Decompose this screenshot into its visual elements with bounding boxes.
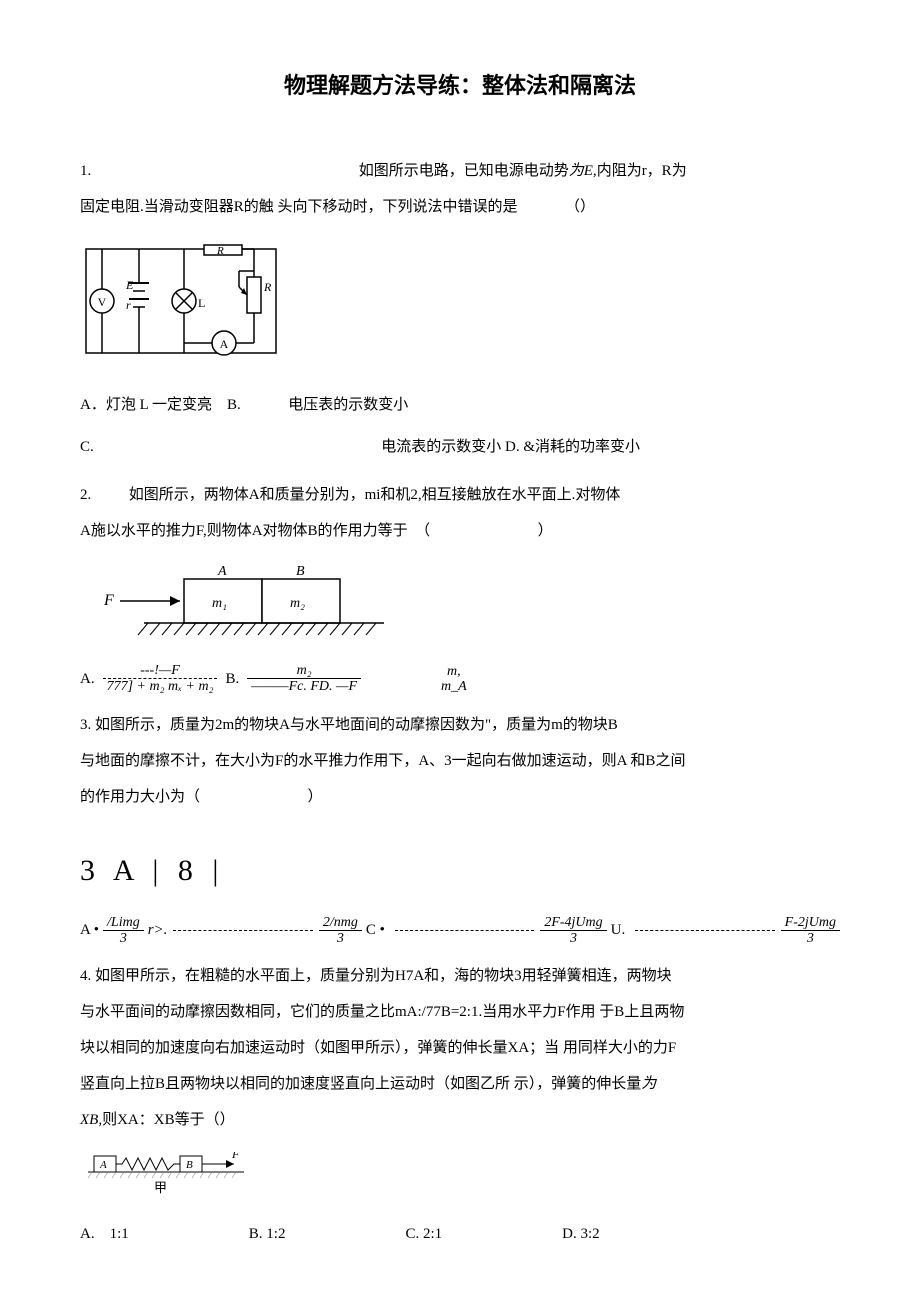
svg-text:A: A <box>220 337 229 351</box>
q3-optC-n: 2F-4jUmg <box>540 915 606 931</box>
q1-num: 1. <box>80 163 91 179</box>
q4-stem2: 与水平面间的动摩擦因数相同，它们的质量之比mA:/77B=2:1.当用水平力F作… <box>80 994 840 1030</box>
q4-optC: C. 2:1 <box>405 1216 442 1252</box>
dash-2 <box>395 930 534 931</box>
svg-text:E: E <box>125 278 134 292</box>
q3-optA-label: A • <box>80 922 99 939</box>
question-4: 4. 如图甲所示，在粗糙的水平面上，质量分别为H7A和，海的物块3用轻弹簧相连，… <box>80 958 840 994</box>
q2-optA-den: 777] + m₂ mₓ + m₂ <box>103 679 218 694</box>
q4-stem5-i: 为 <box>641 1076 656 1092</box>
svg-text:F: F <box>231 1152 240 1161</box>
q2-optC-num: m, <box>437 664 471 679</box>
q2-stem2: A施以水平的推力F,则物体A对物体B的作用力等于 （ ） <box>80 513 840 549</box>
svg-text:A: A <box>99 1159 107 1171</box>
q4-optD: D. 3:2 <box>562 1216 600 1252</box>
page-title: 物理解题方法导练：整体法和隔离法 <box>80 60 840 113</box>
q4-options: A. 1:1 B. 1:2 C. 2:1 D. 3:2 <box>80 1216 840 1252</box>
q3-optB-n: 2/nmg <box>319 915 362 931</box>
q2-options: A. ---!—F 777] + m₂ mₓ + m₂ B. m₂ ———Fc.… <box>80 663 840 695</box>
q1-line2-text: 固定电阻.当滑动变阻器R的触 头向下移动时，下列说法中错误的是 <box>80 199 518 215</box>
q3-figure-text: 3 A | 8 | <box>80 835 840 907</box>
svg-text:L: L <box>198 296 205 310</box>
dash-1 <box>173 930 312 931</box>
q3-optA-mid: r>. <box>148 922 168 939</box>
spring-figure: A B F 甲 <box>84 1152 840 1210</box>
svg-text:甲: 甲 <box>154 1180 167 1195</box>
q2-paren: ） <box>538 523 553 539</box>
q2-optC-den: m_A <box>437 679 471 694</box>
question-3: 3. 如图所示，质量为2m的物块A与水平地面间的动摩擦因数为"，质量为m的物块B <box>80 707 840 743</box>
q3-optA-d: 3 <box>103 931 144 946</box>
question-1: 1. 如图所示电路，已知电源电动势为E,内阻为r，R为 <box>80 153 840 189</box>
svg-text:R: R <box>263 280 272 294</box>
q1-option-ab: A．灯泡 L 一定变亮 B. 电压表的示数变小 <box>80 387 840 423</box>
q1-stem-a: 如图所示电路，已知电源电动势 <box>359 163 569 179</box>
q4-stem4-text: 竖直向上拉B且两物块以相同的加速度竖直向上运动时（如图乙所 示），弹簧的伸长量 <box>80 1076 641 1092</box>
q1-opt-b: 电压表的示数变小 <box>288 397 408 413</box>
q3-stem1: 如图所示，质量为2m的物块A与水平地面间的动摩擦因数为"，质量为m的物块B <box>95 717 618 733</box>
q4-num: 4. <box>80 968 91 984</box>
q2-optB-den: ———Fc. FD. —F <box>247 679 361 694</box>
svg-text:A: A <box>217 565 227 579</box>
q1-stem-c: 内阻为r，R为 <box>597 163 687 179</box>
q3-stem3-text: 的作用力大小为（ <box>80 789 200 805</box>
svg-text:F: F <box>103 592 114 609</box>
dash-3 <box>635 930 774 931</box>
q4-optA: A. 1:1 <box>80 1216 129 1252</box>
q1-opt-d: 电流表的示数变小 D. &消耗的功率变小 <box>381 439 640 455</box>
q1-stem-b: 为E, <box>569 163 597 179</box>
q2-stem1: 如图所示，两物体A和质量分别为，mi和机2,相互接触放在水平面上.对物体 <box>129 487 621 503</box>
q4-stem4: 竖直向上拉B且两物块以相同的加速度竖直向上运动时（如图乙所 示），弹簧的伸长量为 <box>80 1066 840 1102</box>
q2-optB-num: m₂ <box>247 663 361 679</box>
q3-options: A • /Limg3 r>. 2/nmg3 C • 2F-4jUmg3 U. F… <box>80 915 840 947</box>
q2-num: 2. <box>80 487 91 503</box>
question-2: 2. 如图所示，两物体A和质量分别为，mi和机2,相互接触放在水平面上.对物体 <box>80 477 840 513</box>
q2-stem2-text: A施以水平的推力F,则物体A对物体B的作用力等于 （ <box>80 523 430 539</box>
q4-stem5: XB,XB,则XA：XB等于（）则XA：XB等于（） <box>80 1102 840 1138</box>
q3-optD-d: 3 <box>781 931 840 946</box>
q3-stem2: 与地面的摩擦不计，在大小为F的水平推力作用下，A、3一起向右做加速运动，则A 和… <box>80 743 840 779</box>
q3-optA-n: /Limg <box>103 915 144 931</box>
q3-stem3: 的作用力大小为（ ） <box>80 779 840 815</box>
q1-option-cd: C. 电流表的示数变小 D. &消耗的功率变小 <box>80 429 840 465</box>
q1-line2: 固定电阻.当滑动变阻器R的触 头向下移动时，下列说法中错误的是 （） <box>80 189 840 225</box>
q3-optD-n: F-2jUmg <box>781 915 840 931</box>
q3-num: 3. <box>80 717 91 733</box>
q1-paren: （） <box>565 199 595 215</box>
q3-paren: ） <box>308 789 323 805</box>
svg-text:r: r <box>126 298 131 312</box>
q1-opt-a: A．灯泡 L 一定变亮 B. <box>80 397 241 413</box>
svg-text:R: R <box>216 245 224 257</box>
q4-stem3: 块以相同的加速度向右加速运动时（如图甲所示），弹簧的伸长量XA；当 用同样大小的… <box>80 1030 840 1066</box>
q1-opt-c: C. <box>80 439 94 455</box>
q3-optB-d: 3 <box>319 931 362 946</box>
svg-text:B: B <box>296 565 305 579</box>
q2-optA-num: ---!—F <box>103 663 218 679</box>
q2-optA-label: A. <box>80 670 95 688</box>
svg-text:m₂: m₂ <box>290 596 305 611</box>
q3-optC-label: C • <box>366 922 385 939</box>
circuit-figure: V E r L R R A <box>84 243 840 377</box>
q3-optD-label: U. <box>611 922 626 939</box>
q4-optB: B. 1:2 <box>249 1216 286 1252</box>
blocks-figure: F A B m₁ m₂ <box>84 565 840 657</box>
svg-text:m₁: m₁ <box>212 596 227 611</box>
svg-text:B: B <box>186 1159 193 1171</box>
q3-optC-d: 3 <box>540 931 606 946</box>
q4-stem1: 如图甲所示，在粗糙的水平面上，质量分别为H7A和，海的物块3用轻弹簧相连，两物块 <box>95 968 672 984</box>
voltmeter-label: V <box>98 295 107 309</box>
q2-optB-label: B. <box>225 670 239 688</box>
